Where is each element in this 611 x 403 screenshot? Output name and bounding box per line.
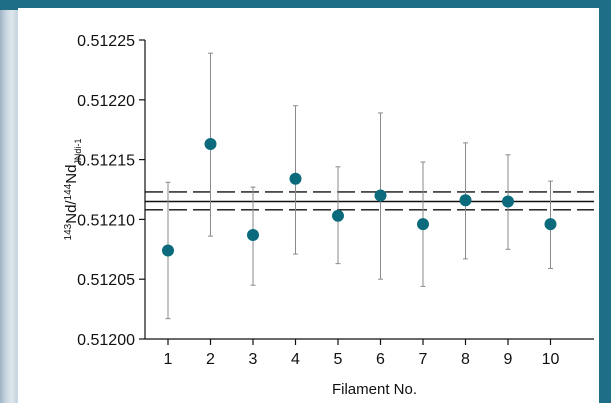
data-point [247,228,259,241]
y-tick-label: 0.51205 [77,272,135,289]
y-tick-label: 0.51225 [77,33,135,50]
x-tick-label: 9 [504,351,513,368]
data-point [162,244,174,257]
y-tick-label: 0.51215 [77,153,135,170]
data-point [417,218,429,231]
scatter-chart: 0.51200 0.51205 0.51210 0.51215 0.51220 0.512… [63,33,594,398]
data-point [204,138,217,151]
data-point [544,218,557,231]
y-title-nd-a: Nd/ [63,200,80,224]
frame-top-bar [0,0,611,10]
y-title-nd-b: Nd [63,165,80,184]
frame-right-bar [599,0,611,403]
x-tick-label: 8 [461,351,470,368]
x-axis-title: Filament No. [332,381,417,398]
x-ticks: 1 2 3 4 5 6 7 8 9 10 [164,339,560,368]
data-point [374,189,387,202]
x-tick-label: 6 [376,351,385,368]
y-title-sup-144: 144 [63,183,74,200]
y-axis-title: 143Nd/144NdJNdi-1 [63,139,84,241]
error-bars [165,52,553,320]
x-tick-label: 7 [419,351,428,368]
y-title-sup-143: 143 [63,223,74,240]
y-tick-label: 0.51220 [77,93,135,110]
chart-panel: 0.51200 0.51205 0.51210 0.51215 0.51220 0.512… [18,8,599,403]
y-tick-label: 0.51200 [77,332,135,349]
data-point [459,194,472,207]
x-tick-label: 4 [291,351,300,368]
data-points [162,138,557,257]
data-point [502,195,514,208]
y-ticks: 0.51200 0.51205 0.51210 0.51215 0.51220 0.512… [77,33,145,349]
reference-lines [145,191,594,211]
x-tick-label: 10 [542,351,560,368]
y-tick-label: 0.51210 [77,212,135,229]
x-tick-label: 1 [164,351,173,368]
y-title-sub-jndi: JNdi-1 [73,139,83,165]
x-tick-label: 3 [249,351,258,368]
x-tick-label: 5 [334,351,343,368]
axes [144,40,594,340]
data-point [332,209,344,222]
data-point [289,172,302,185]
x-tick-label: 2 [206,351,215,368]
